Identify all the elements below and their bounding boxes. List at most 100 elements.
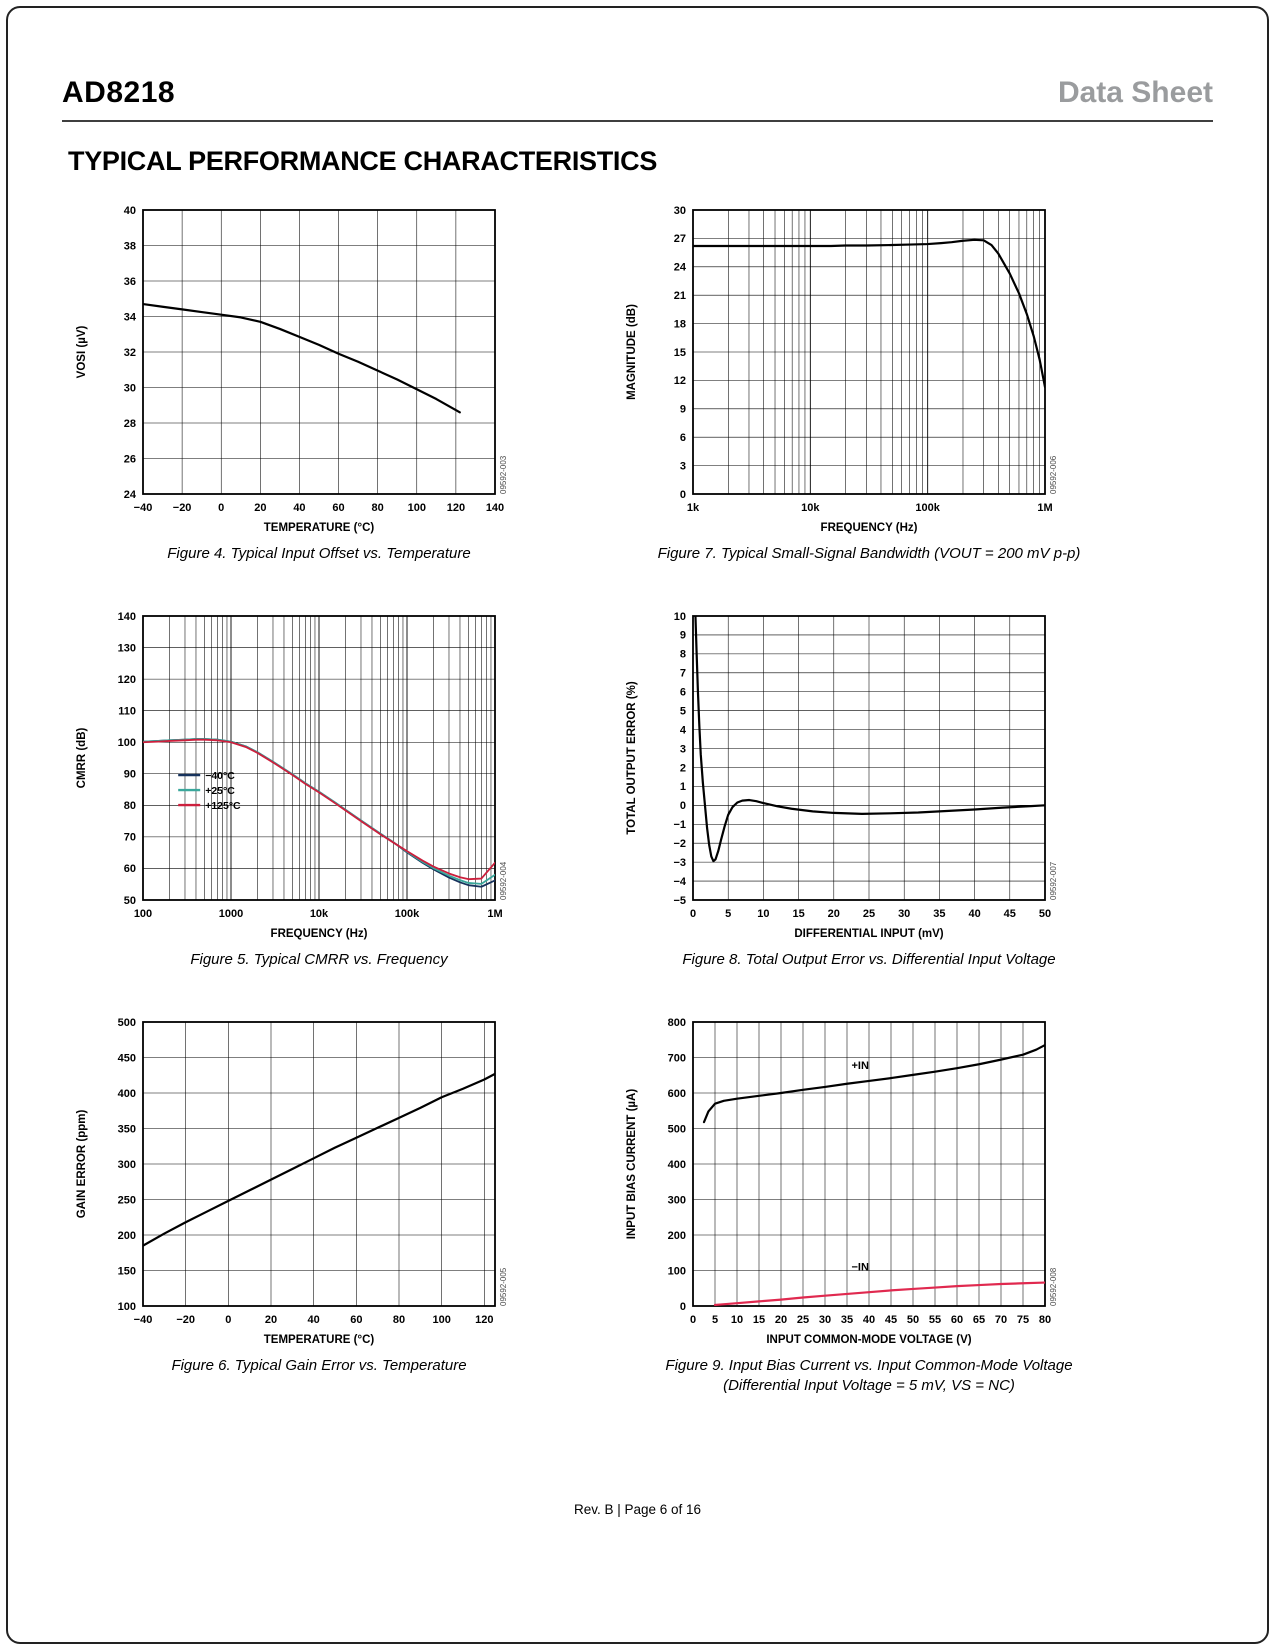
svg-text:−3: −3 <box>673 857 686 869</box>
figure-total-output-error: 0 5 10 15 20 25 30 35 40 45 50 −5 −4 −3 −2 −1 0 1 2 3 4 5 6 7 8 9… <box>615 608 1085 970</box>
svg-text:15: 15 <box>792 908 804 920</box>
svg-text:−1: −1 <box>673 819 686 831</box>
svg-text:8: 8 <box>680 649 686 661</box>
figure5-caption: Figure 5. Typical CMRR vs. Frequency <box>190 951 448 968</box>
svg-text:6: 6 <box>680 432 686 444</box>
svg-text:100: 100 <box>668 1265 686 1277</box>
svg-text:5: 5 <box>712 1314 718 1326</box>
svg-text:65: 65 <box>973 1314 985 1326</box>
svg-text:7: 7 <box>680 668 686 680</box>
svg-text:600: 600 <box>668 1088 686 1100</box>
svg-text:30: 30 <box>674 205 686 217</box>
svg-text:35: 35 <box>933 908 945 920</box>
svg-text:0: 0 <box>680 800 686 812</box>
svg-text:75: 75 <box>1017 1314 1029 1326</box>
svg-text:09592-008: 09592-008 <box>1049 1267 1058 1306</box>
svg-text:70: 70 <box>124 832 136 844</box>
svg-text:80: 80 <box>393 1314 405 1326</box>
svg-text:CMRR (dB): CMRR (dB) <box>76 727 88 788</box>
svg-text:40: 40 <box>293 502 305 514</box>
small-signal-bandwidth-chart: 1k 10k 100k 1M 0 3 6 9 12 15 18 21 24 27 30 FREQUENCY (… <box>615 202 1085 540</box>
svg-text:09592-005: 09592-005 <box>499 1267 508 1306</box>
svg-text:350: 350 <box>118 1123 136 1135</box>
svg-text:450: 450 <box>118 1052 136 1064</box>
svg-text:10: 10 <box>731 1314 743 1326</box>
svg-text:20: 20 <box>775 1314 787 1326</box>
svg-text:9: 9 <box>680 404 686 416</box>
product-title: AD8218 <box>62 76 176 109</box>
svg-text:120: 120 <box>118 674 136 686</box>
svg-text:15: 15 <box>674 347 686 359</box>
svg-text:500: 500 <box>668 1123 686 1135</box>
section-title: TYPICAL PERFORMANCE CHARACTERISTICS <box>68 146 658 176</box>
figure-input-bias-current: 0 5 10 15 20 25 30 35 40 45 50 55 60 65 70 75 80 0 100 200 3… <box>615 1014 1085 1396</box>
svg-text:100: 100 <box>432 1314 450 1326</box>
svg-text:−40: −40 <box>134 1314 153 1326</box>
svg-text:20: 20 <box>254 502 266 514</box>
svg-text:700: 700 <box>668 1052 686 1064</box>
svg-text:120: 120 <box>475 1314 493 1326</box>
svg-text:0: 0 <box>218 502 224 514</box>
svg-text:3: 3 <box>680 743 686 755</box>
svg-text:MAGNITUDE (dB): MAGNITUDE (dB) <box>626 304 638 400</box>
svg-text:1M: 1M <box>487 908 502 920</box>
svg-text:40: 40 <box>968 908 980 920</box>
svg-text:35: 35 <box>841 1314 853 1326</box>
svg-text:50: 50 <box>907 1314 919 1326</box>
svg-text:TEMPERATURE (°C): TEMPERATURE (°C) <box>264 1334 375 1346</box>
svg-text:130: 130 <box>118 642 136 654</box>
total-output-error-chart: 0 5 10 15 20 25 30 35 40 45 50 −5 −4 −3 −2 −1 0 1 2 3 4 5 6 7 8 9… <box>615 608 1085 946</box>
svg-text:3: 3 <box>680 460 686 472</box>
svg-text:TOTAL OUTPUT ERROR (%): TOTAL OUTPUT ERROR (%) <box>626 681 638 835</box>
svg-text:60: 60 <box>332 502 344 514</box>
svg-text:0: 0 <box>690 1314 696 1326</box>
svg-text:200: 200 <box>118 1230 136 1242</box>
svg-text:20: 20 <box>828 908 840 920</box>
svg-text:34: 34 <box>124 311 137 323</box>
svg-text:1: 1 <box>680 781 686 793</box>
svg-text:40: 40 <box>308 1314 320 1326</box>
svg-text:40: 40 <box>124 205 136 217</box>
svg-text:50: 50 <box>124 895 136 907</box>
svg-text:10: 10 <box>674 611 686 623</box>
svg-text:80: 80 <box>1039 1314 1051 1326</box>
svg-text:300: 300 <box>118 1159 136 1171</box>
svg-text:09592-007: 09592-007 <box>1049 861 1058 900</box>
svg-text:5: 5 <box>725 908 731 920</box>
svg-text:21: 21 <box>674 290 686 302</box>
svg-text:50: 50 <box>1039 908 1051 920</box>
svg-text:120: 120 <box>447 502 465 514</box>
gain-error-vs-temperature-chart: −40 −20 0 20 40 60 80 100 120 100 150 200 250 300 350 4… <box>65 1014 535 1352</box>
svg-text:55: 55 <box>929 1314 941 1326</box>
svg-text:250: 250 <box>118 1194 136 1206</box>
svg-text:+125°C: +125°C <box>205 800 241 812</box>
svg-text:70: 70 <box>995 1314 1007 1326</box>
svg-text:100k: 100k <box>395 908 420 920</box>
svg-text:30: 30 <box>124 382 136 394</box>
svg-text:1M: 1M <box>1037 502 1052 514</box>
svg-text:27: 27 <box>674 233 686 245</box>
svg-text:36: 36 <box>124 276 136 288</box>
svg-text:20: 20 <box>265 1314 277 1326</box>
input-offset-vs-temperature-chart: −40 −20 0 20 40 60 80 100 120 140 24 26 28 30 32 34 36 38… <box>65 202 535 540</box>
svg-text:40: 40 <box>863 1314 875 1326</box>
svg-text:−20: −20 <box>176 1314 195 1326</box>
svg-text:5: 5 <box>680 705 686 717</box>
svg-text:25: 25 <box>863 908 875 920</box>
page-footer: Rev. B | Page 6 of 16 <box>573 1502 702 1517</box>
svg-text:1000: 1000 <box>219 908 243 920</box>
svg-text:−20: −20 <box>173 502 192 514</box>
svg-text:6: 6 <box>680 687 686 699</box>
svg-text:60: 60 <box>124 863 136 875</box>
svg-text:0: 0 <box>690 908 696 920</box>
svg-text:80: 80 <box>372 502 384 514</box>
figure-input-offset-vs-temperature: −40 −20 0 20 40 60 80 100 120 140 24 26 28 30 32 34 36 38… <box>65 202 535 564</box>
svg-text:09592-006: 09592-006 <box>1049 455 1058 494</box>
svg-text:60: 60 <box>350 1314 362 1326</box>
page-header: AD8218 Data Sheet <box>62 76 1213 122</box>
svg-text:+IN: +IN <box>851 1060 868 1072</box>
input-bias-current-chart: 0 5 10 15 20 25 30 35 40 45 50 55 60 65 70 75 80 0 100 200 3… <box>615 1014 1085 1352</box>
svg-text:110: 110 <box>118 705 136 717</box>
figure9-caption-line2: (Differential Input Voltage = 5 mV, VS =… <box>723 1377 1015 1394</box>
svg-text:INPUT COMMON-MODE VOLTAGE (V): INPUT COMMON-MODE VOLTAGE (V) <box>766 1334 971 1346</box>
